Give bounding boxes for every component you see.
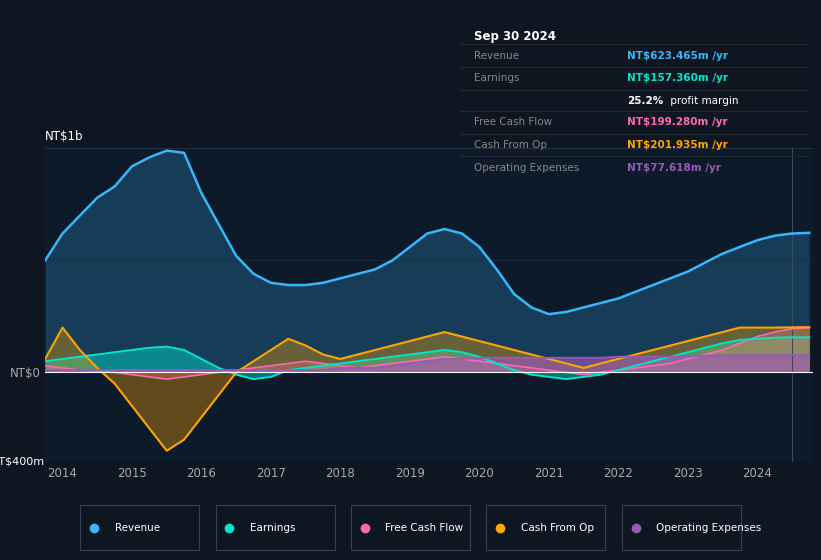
Text: Revenue: Revenue: [114, 523, 159, 533]
Text: NT$77.618m /yr: NT$77.618m /yr: [627, 163, 721, 172]
Text: Operating Expenses: Operating Expenses: [474, 163, 579, 172]
Text: NT$623.465m /yr: NT$623.465m /yr: [627, 51, 728, 60]
Text: NT$199.280m /yr: NT$199.280m /yr: [627, 117, 728, 127]
Text: Operating Expenses: Operating Expenses: [657, 523, 762, 533]
Text: Earnings: Earnings: [474, 73, 519, 83]
Text: Free Cash Flow: Free Cash Flow: [474, 117, 552, 127]
Text: Revenue: Revenue: [474, 51, 519, 60]
Text: NT$201.935m /yr: NT$201.935m /yr: [627, 140, 728, 150]
Text: NT$1b: NT$1b: [45, 130, 84, 143]
Text: profit margin: profit margin: [667, 96, 739, 106]
Text: Earnings: Earnings: [250, 523, 296, 533]
Text: Sep 30 2024: Sep 30 2024: [474, 30, 556, 43]
Text: 25.2%: 25.2%: [627, 96, 663, 106]
Text: Cash From Op: Cash From Op: [474, 140, 547, 150]
Text: Free Cash Flow: Free Cash Flow: [386, 523, 464, 533]
Text: Cash From Op: Cash From Op: [521, 523, 594, 533]
Text: -NT$400m: -NT$400m: [0, 457, 44, 467]
Text: NT$157.360m /yr: NT$157.360m /yr: [627, 73, 728, 83]
